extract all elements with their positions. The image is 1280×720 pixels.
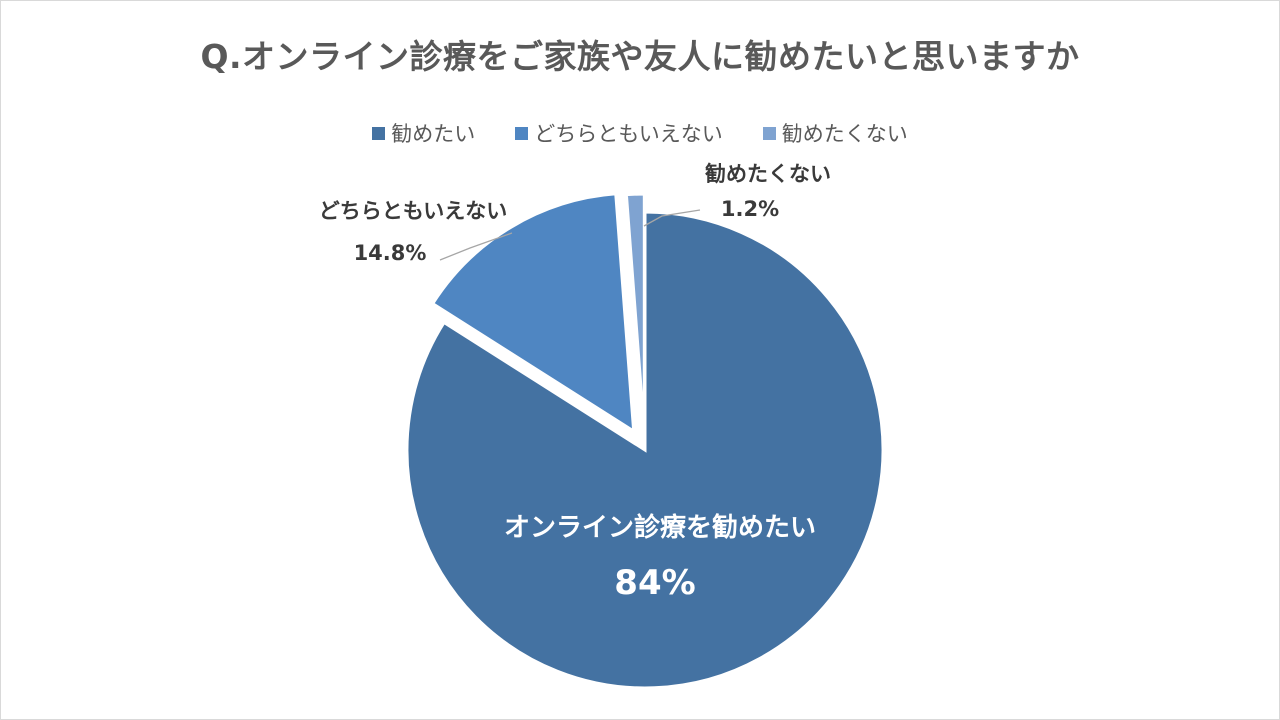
legend-item-not-recommend: 勧めたくない <box>762 118 908 148</box>
legend-label-recommend: 勧めたい <box>391 122 476 146</box>
slice-value-neutral: 14.8% <box>354 241 427 265</box>
pie-slice-neutral <box>430 192 636 435</box>
legend-item-neutral: どちらともいえない <box>515 118 723 148</box>
pie-slice-recommend <box>405 210 885 690</box>
chart-title: Q.オンライン診療をご家族や友人に勧めたいと思いますか <box>200 37 1080 76</box>
slice-label-neutral: どちらともいえない <box>319 199 508 223</box>
pie-slices <box>405 192 885 690</box>
legend-item-recommend: 勧めたい <box>372 118 475 148</box>
chart-legend: 勧めたい どちらともいえない 勧めたくない <box>0 118 1280 148</box>
legend-swatch-not-recommend <box>762 126 776 140</box>
slice-labels: オンライン診療を勧めたい 84% どちらともいえない 14.8% 勧めたくない … <box>319 162 831 603</box>
legend-label-neutral: どちらともいえない <box>534 122 723 146</box>
slice-label-recommend: オンライン診療を勧めたい <box>504 512 816 543</box>
leader-line-not-recommend <box>643 209 701 227</box>
legend-swatch-neutral <box>515 126 529 140</box>
slice-label-not-recommend: 勧めたくない <box>704 162 831 186</box>
legend-label-not-recommend: 勧めたくない <box>781 122 908 146</box>
pie-slice-not-recommend <box>624 192 646 433</box>
leader-lines <box>439 209 701 261</box>
slice-value-not-recommend: 1.2% <box>721 197 779 221</box>
leader-line-neutral <box>439 232 513 261</box>
legend-swatch-recommend <box>372 126 386 140</box>
slice-value-recommend: 84% <box>614 563 695 603</box>
